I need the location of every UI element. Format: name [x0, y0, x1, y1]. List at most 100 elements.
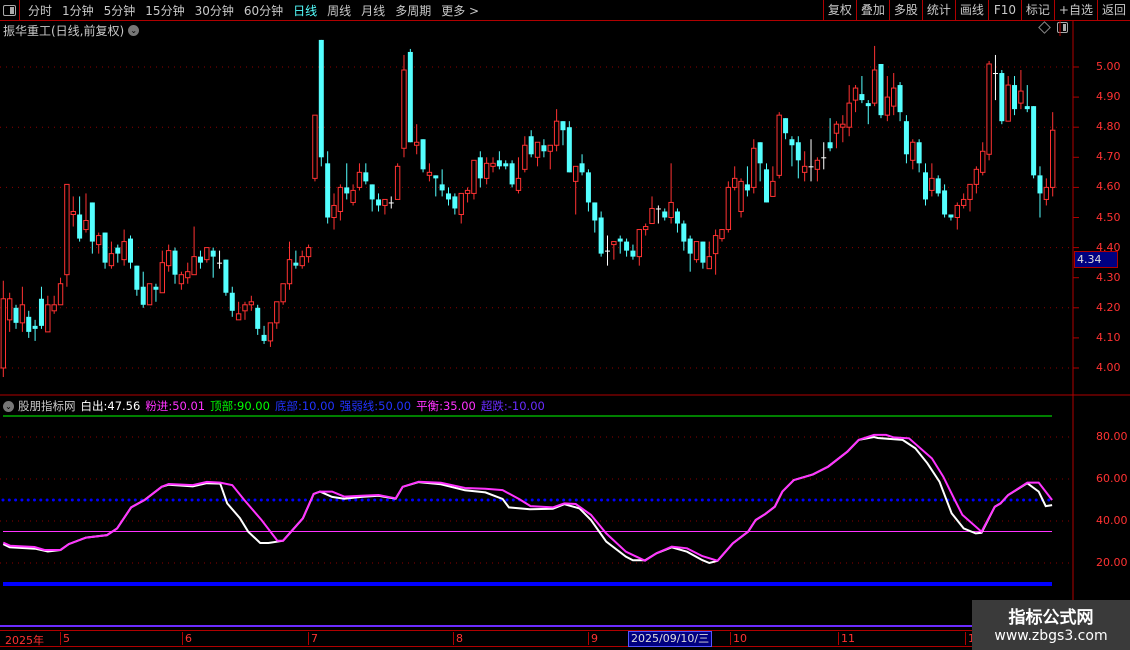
candle [891, 73, 897, 116]
candle [331, 193, 337, 230]
candle [655, 205, 661, 224]
candle-body [573, 165, 579, 182]
candle-body [605, 250, 610, 252]
panel-toggle-icon[interactable] [0, 0, 20, 20]
toolbar-button[interactable]: 画线 [954, 0, 988, 20]
candle [999, 70, 1005, 125]
date-tick-label: 6 [182, 632, 192, 645]
candle-body [846, 102, 852, 128]
candle-body [446, 193, 451, 200]
candle [560, 121, 566, 146]
candle-body [248, 301, 255, 306]
indicator-number: 90.00 [237, 399, 270, 413]
period-tab[interactable]: 分时 [28, 3, 53, 18]
stock-title[interactable]: 振华重工(日线,前复权) ⌄ [3, 22, 140, 39]
price-tick-label: 4.30 [1096, 270, 1121, 284]
period-tab[interactable]: 更多 > [441, 3, 480, 18]
price-tick-label: 4.70 [1096, 150, 1121, 164]
candle [814, 157, 821, 182]
period-tab[interactable]: 多周期 [395, 3, 432, 18]
candle-body [560, 121, 566, 131]
period-tab[interactable]: 周线 [327, 3, 352, 18]
period-tab[interactable]: 月线 [361, 3, 386, 18]
indicator-label: 超跌 [480, 399, 504, 413]
chevron-down-icon[interactable]: ⌄ [3, 400, 14, 412]
candle-body [235, 313, 242, 321]
candle [833, 121, 840, 149]
candle-body [630, 250, 636, 257]
candle-body [439, 184, 445, 191]
candle-body [471, 159, 477, 194]
toolbar-button[interactable]: F10 [987, 0, 1021, 20]
toolbar-button[interactable]: 叠加 [855, 0, 889, 20]
candle-body [312, 114, 318, 179]
candle-body [712, 235, 719, 255]
period-tab[interactable]: 1分钟 [62, 3, 94, 18]
candle-body [242, 304, 248, 312]
candle-body [681, 223, 687, 242]
candle [70, 196, 76, 227]
candle-body [655, 208, 661, 210]
candle [77, 196, 83, 242]
period-tab[interactable]: 5分钟 [103, 3, 136, 18]
candle [884, 76, 891, 122]
candle [369, 184, 375, 212]
toolbar-button[interactable]: 标记 [1020, 0, 1054, 20]
separator: : [439, 399, 443, 413]
toolbar-button[interactable]: 复权 [822, 0, 856, 20]
candle-body [948, 214, 954, 218]
indicator-label: 白出 [80, 399, 104, 413]
candle-body [503, 163, 509, 167]
indicator-name[interactable]: 股朋指标网 [18, 399, 76, 413]
price-tick-label: 4.90 [1096, 90, 1121, 104]
candle [217, 250, 223, 269]
candle [204, 247, 210, 263]
candle-body [706, 256, 712, 270]
candle [318, 39, 324, 167]
period-tab[interactable]: 30分钟 [194, 3, 234, 18]
price-tick-label: 4.80 [1096, 120, 1121, 134]
candle [808, 139, 814, 182]
toolbar-button[interactable]: +自选 [1053, 0, 1097, 20]
candle-body [299, 256, 305, 267]
candle [967, 183, 973, 212]
date-tick-label: 11 [838, 632, 855, 645]
toolbar-button[interactable]: 返回 [1096, 0, 1130, 20]
candle-body [452, 196, 458, 209]
candle-body [172, 250, 178, 275]
candle-body [0, 298, 6, 369]
candle [1024, 85, 1030, 113]
watermark-url: www.zbgs3.com [994, 628, 1108, 644]
candle-body [852, 87, 859, 101]
period-tab[interactable]: 60分钟 [243, 3, 284, 18]
candle [534, 141, 541, 167]
candle [986, 60, 992, 161]
price-tick-label: 4.60 [1096, 180, 1121, 194]
period-tab[interactable]: 15分钟 [145, 3, 185, 18]
candle-body [871, 69, 878, 104]
panel-icon[interactable] [1057, 22, 1068, 33]
toolbar-button[interactable]: 统计 [921, 0, 955, 20]
date-tick-label: 2025年 [5, 634, 44, 647]
cursor-price-tag: 4.34 [1074, 251, 1118, 268]
candle-body [70, 210, 76, 215]
candle [388, 196, 394, 209]
period-tab[interactable]: 日线 [293, 3, 318, 18]
candle-body [325, 163, 331, 218]
candle [592, 202, 598, 233]
candle [19, 286, 26, 332]
candle [134, 265, 140, 296]
candle-body [579, 163, 585, 173]
indicator-number: 50.00 [378, 399, 412, 413]
candle-body [795, 142, 801, 161]
candle-body [751, 147, 757, 188]
separator: : [374, 399, 379, 413]
candle [229, 286, 235, 317]
candle-body [662, 211, 668, 218]
candle-body [789, 139, 795, 146]
toolbar-button[interactable]: 多股 [888, 0, 922, 20]
candle [64, 183, 70, 287]
candle [992, 54, 998, 101]
chevron-down-icon[interactable]: ⌄ [128, 25, 140, 36]
